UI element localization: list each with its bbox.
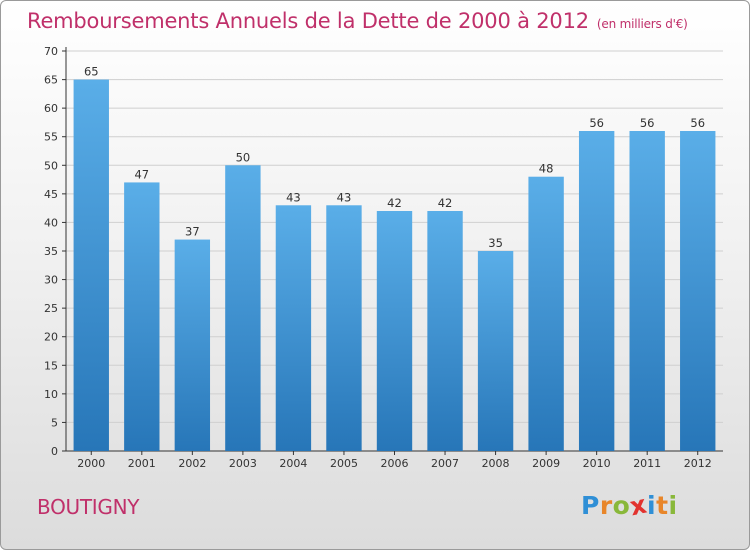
bar-value-label: 42 [438, 196, 453, 210]
chart-title: Remboursements Annuels de la Dette de 20… [27, 9, 688, 33]
logo-letter: P [581, 491, 600, 520]
x-tick-label: 2001 [128, 457, 156, 470]
y-tick-label: 0 [51, 445, 58, 458]
y-tick-label: 15 [44, 359, 58, 372]
proxiti-logo: Proxiti [581, 490, 678, 522]
bar [225, 165, 261, 452]
bar-value-label: 56 [690, 116, 705, 130]
y-tick-label: 30 [44, 274, 58, 287]
x-tick-label: 2007 [431, 457, 459, 470]
x-tick-label: 2012 [684, 457, 712, 470]
bar [427, 211, 463, 451]
logo-letter: i [668, 491, 678, 520]
bar-value-label: 43 [286, 190, 301, 204]
bar [73, 79, 109, 452]
x-tick-label: 2006 [381, 457, 409, 470]
y-tick-label: 45 [44, 188, 58, 201]
logo-letter: i [647, 491, 657, 520]
x-tick-label: 2002 [178, 457, 206, 470]
y-tick-label: 70 [44, 45, 58, 58]
bar-value-label: 47 [134, 167, 149, 181]
logo-letter: o [612, 491, 631, 520]
axes: 0 5 10 15 20 25 30 35 40 45 50 55 60 65 70 2000 2001 2002… [44, 45, 723, 470]
x-tick-label: 2009 [532, 457, 560, 470]
y-tick-label: 55 [44, 131, 58, 144]
bar-value-label: 43 [337, 190, 352, 204]
bars [73, 79, 716, 452]
bar [174, 239, 211, 451]
chart-unit: (en milliers d'€) [596, 17, 688, 31]
bar-value-label: 35 [488, 236, 503, 250]
y-tick-label: 10 [44, 388, 58, 401]
x-tick-label: 2011 [633, 457, 661, 470]
y-tick-label: 40 [44, 216, 58, 229]
logo-letter: t [656, 491, 669, 520]
y-tick-label: 25 [44, 302, 58, 315]
y-tick-label: 20 [44, 331, 58, 344]
x-tick-label: 2004 [279, 457, 307, 470]
bar [528, 176, 564, 451]
bar [680, 131, 716, 451]
x-tick-label: 2005 [330, 457, 358, 470]
bar [326, 205, 362, 451]
bar-value-label: 37 [185, 225, 200, 239]
bar-value-label: 56 [589, 116, 604, 130]
x-tick-label: 2003 [229, 457, 257, 470]
bar [376, 211, 413, 451]
bar [275, 205, 312, 451]
y-tick-label: 50 [44, 159, 58, 172]
y-tick-label: 5 [51, 416, 58, 429]
bar-value-label: 50 [236, 150, 251, 164]
chart-title-text: Remboursements Annuels de la Dette de 20… [27, 9, 589, 33]
bar-value-label: 56 [640, 116, 655, 130]
bar [124, 182, 160, 451]
place-name: BOUTIGNY [37, 495, 140, 519]
bar [477, 251, 514, 451]
y-tick-label: 65 [44, 74, 58, 87]
x-tick-label: 2010 [583, 457, 611, 470]
bar [629, 131, 665, 451]
y-tick-label: 60 [44, 102, 58, 115]
y-tick-label: 35 [44, 245, 58, 258]
bar [578, 131, 615, 451]
x-tick-label: 2000 [77, 457, 105, 470]
bar-value-label: 42 [387, 196, 402, 210]
bar-value-label: 65 [84, 65, 99, 79]
bar-value-label: 48 [539, 162, 554, 176]
logo-letter: r [599, 491, 613, 520]
data-labels: 65 47 37 50 43 43 42 42 35 48 56 56 56 [84, 65, 705, 250]
x-tick-label: 2008 [482, 457, 510, 470]
